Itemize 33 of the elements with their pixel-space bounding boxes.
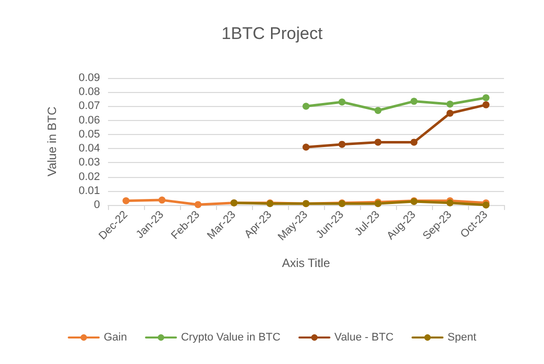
point [158,196,166,204]
point [410,98,418,105]
y-axis-title: Value in BTC [45,106,59,176]
point [374,106,382,114]
y-tick-label: 0.02 [78,170,100,183]
point [482,94,490,102]
point [338,98,346,106]
point [374,138,382,146]
y-tick-label: 0 [94,199,100,211]
legend-label: Spent [448,332,476,344]
point [122,197,130,204]
y-tick-label: 0.09 [78,72,100,84]
x-axis-title: Axis Title [282,256,330,270]
y-tick-label: 0.08 [78,86,100,98]
y-tick-label: 0.03 [78,156,100,169]
point [482,101,490,108]
point [410,138,418,146]
point [194,201,202,208]
point [446,100,454,108]
legend-label: Gain [104,332,127,344]
legend-label: Crypto Value in BTC [180,332,280,344]
y-tick-label: 0.07 [78,100,100,112]
y-tick-label: 0.05 [78,128,100,140]
legend-label: Value - BTC [334,332,394,344]
point [446,110,454,117]
y-tick-label: 0.01 [78,184,100,197]
y-tick-label: 0.04 [78,142,100,155]
point [302,102,310,110]
chart-title: 1BTC Project [221,24,323,43]
y-tick-label: 0.06 [78,114,100,126]
point [302,144,310,151]
point [482,202,490,208]
point [338,140,346,148]
